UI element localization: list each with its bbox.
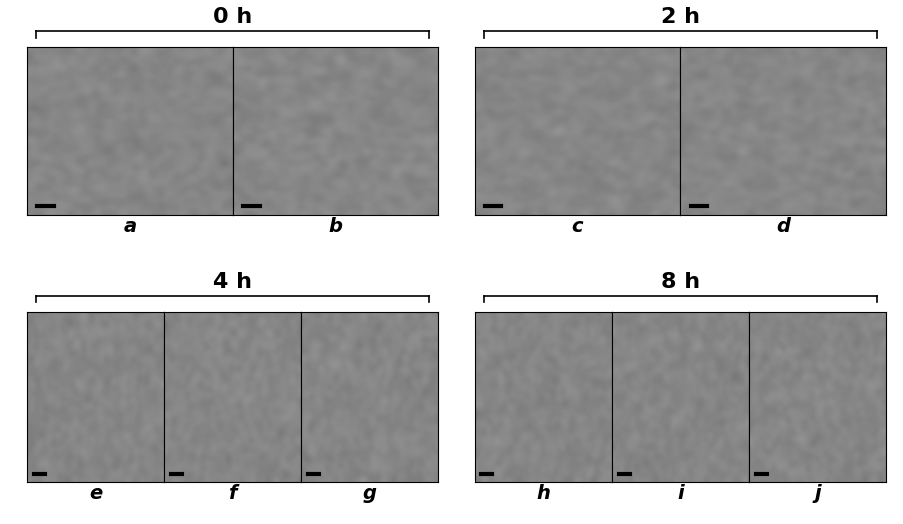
- Text: f: f: [228, 484, 237, 503]
- Text: i: i: [676, 484, 683, 503]
- Text: 0 h: 0 h: [213, 7, 252, 27]
- Text: c: c: [571, 217, 582, 236]
- Text: j: j: [814, 484, 820, 503]
- Text: 2 h: 2 h: [660, 7, 699, 27]
- Text: a: a: [123, 217, 136, 236]
- Text: e: e: [89, 484, 102, 503]
- Text: b: b: [329, 217, 342, 236]
- Text: d: d: [776, 217, 789, 236]
- Text: g: g: [362, 484, 377, 503]
- Text: 4 h: 4 h: [213, 272, 252, 292]
- Text: 8 h: 8 h: [660, 272, 699, 292]
- Text: h: h: [535, 484, 550, 503]
